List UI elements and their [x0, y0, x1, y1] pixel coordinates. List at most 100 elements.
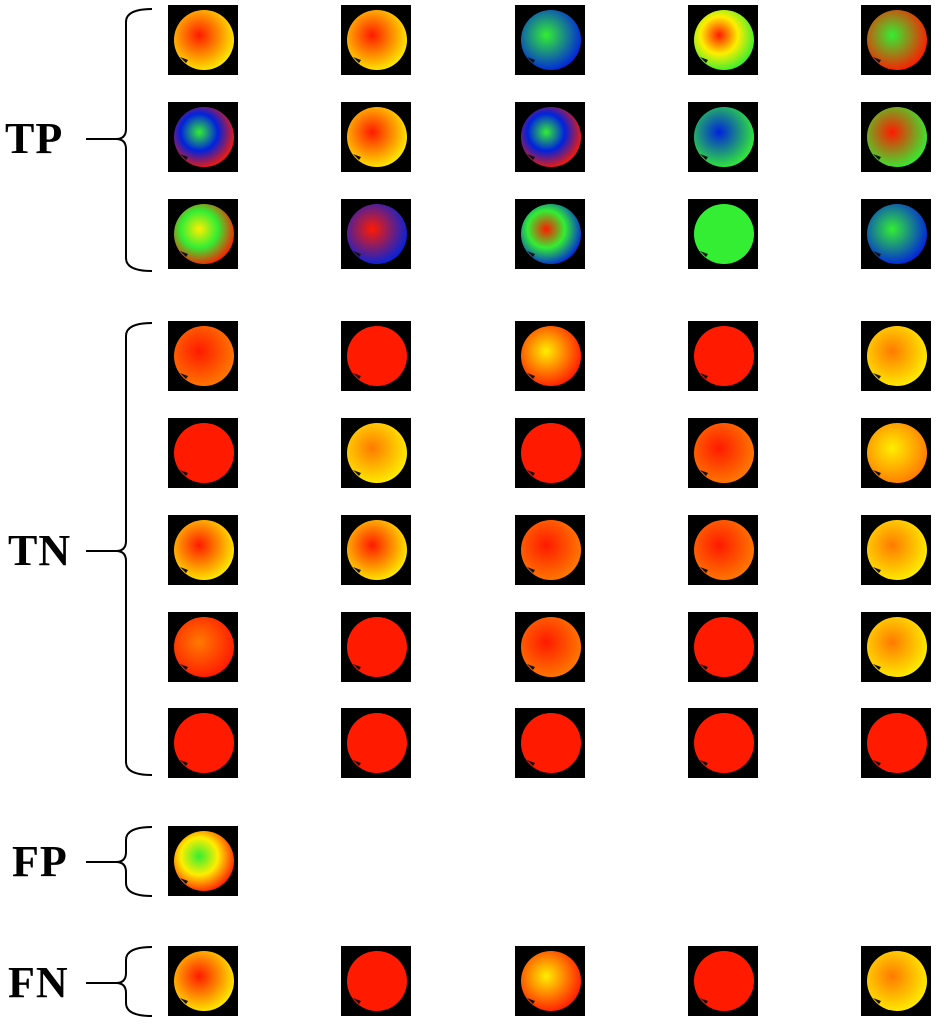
polar-disc	[174, 713, 234, 773]
polar-map-tp-r1-c3	[515, 5, 585, 75]
polar-map-tn-r5-c3	[515, 708, 585, 778]
polar-map-tp-r3-c2	[341, 199, 411, 269]
polar-map-fp-r1-c1	[168, 826, 238, 896]
polar-map-tp-r3-c1	[168, 199, 238, 269]
polar-disc	[174, 831, 234, 891]
polar-map-tn-r4-c2	[341, 612, 411, 682]
polar-map-tp-r1-c1	[168, 5, 238, 75]
polar-disc	[694, 423, 754, 483]
polar-map-tn-r2-c5	[861, 418, 931, 488]
polar-disc	[347, 713, 407, 773]
polar-disc	[521, 617, 581, 677]
polar-disc	[347, 326, 407, 386]
polar-map-fn-r1-c5	[861, 946, 931, 1016]
polar-map-tp-r2-c3	[515, 102, 585, 172]
group-bracket-fp	[86, 826, 153, 897]
polar-disc	[347, 10, 407, 70]
polar-map-fn-r1-c2	[341, 946, 411, 1016]
polar-disc	[174, 204, 234, 264]
polar-map-tn-r5-c1	[168, 708, 238, 778]
polar-disc	[694, 10, 754, 70]
polar-disc	[521, 107, 581, 167]
polar-disc	[347, 520, 407, 580]
polar-map-tn-r1-c3	[515, 321, 585, 391]
polar-disc	[867, 107, 927, 167]
polar-map-tn-r4-c5	[861, 612, 931, 682]
polar-disc	[174, 326, 234, 386]
polar-map-tn-r4-c3	[515, 612, 585, 682]
polar-disc	[867, 326, 927, 386]
polar-map-tp-r3-c5	[861, 199, 931, 269]
polar-map-fn-r1-c3	[515, 946, 585, 1016]
polar-map-tp-r2-c4	[688, 102, 758, 172]
polar-disc	[174, 951, 234, 1011]
polar-disc	[347, 951, 407, 1011]
polar-disc	[521, 713, 581, 773]
polar-disc	[521, 326, 581, 386]
polar-disc	[867, 520, 927, 580]
polar-disc	[694, 204, 754, 264]
group-label-tp: TP	[5, 114, 64, 163]
polar-disc	[694, 107, 754, 167]
polar-disc	[174, 10, 234, 70]
polar-map-tp-r2-c5	[861, 102, 931, 172]
polar-map-tp-r2-c1	[168, 102, 238, 172]
polar-disc	[521, 520, 581, 580]
polar-disc	[521, 10, 581, 70]
group-label-fn: FN	[8, 958, 69, 1007]
polar-map-tp-r3-c3	[515, 199, 585, 269]
polar-map-tp-r1-c5	[861, 5, 931, 75]
polar-disc	[347, 617, 407, 677]
polar-map-tn-r5-c5	[861, 708, 931, 778]
polar-map-tn-r3-c4	[688, 515, 758, 585]
polar-map-tn-r3-c2	[341, 515, 411, 585]
polar-map-tn-r1-c5	[861, 321, 931, 391]
group-label-fp: FP	[12, 837, 68, 886]
group-bracket-fn	[86, 946, 153, 1017]
polar-map-tn-r3-c5	[861, 515, 931, 585]
polar-disc	[174, 520, 234, 580]
polar-disc	[347, 423, 407, 483]
polar-map-fn-r1-c1	[168, 946, 238, 1016]
polar-disc	[174, 617, 234, 677]
polar-map-tn-r2-c3	[515, 418, 585, 488]
polar-disc	[694, 617, 754, 677]
polar-map-tn-r1-c1	[168, 321, 238, 391]
polar-map-tn-r5-c4	[688, 708, 758, 778]
polar-map-fn-r1-c4	[688, 946, 758, 1016]
polar-disc	[694, 520, 754, 580]
polar-map-tp-r3-c4	[688, 199, 758, 269]
polar-disc	[694, 951, 754, 1011]
polar-map-tn-r2-c1	[168, 418, 238, 488]
polar-map-tp-r1-c4	[688, 5, 758, 75]
polar-disc	[521, 204, 581, 264]
polar-map-tn-r1-c2	[341, 321, 411, 391]
polar-map-tn-r4-c4	[688, 612, 758, 682]
polar-map-tp-r1-c2	[341, 5, 411, 75]
group-label-tn: TN	[8, 526, 72, 575]
polar-disc	[867, 10, 927, 70]
polar-disc	[347, 204, 407, 264]
polar-disc	[521, 951, 581, 1011]
group-bracket-tp	[86, 8, 153, 272]
polar-disc	[694, 713, 754, 773]
polar-map-tn-r4-c1	[168, 612, 238, 682]
polar-map-tn-r2-c4	[688, 418, 758, 488]
polar-disc	[521, 423, 581, 483]
polar-disc	[694, 326, 754, 386]
polar-map-tn-r2-c2	[341, 418, 411, 488]
polar-disc	[174, 107, 234, 167]
polar-map-tn-r3-c1	[168, 515, 238, 585]
polar-disc	[867, 951, 927, 1011]
polar-disc	[867, 423, 927, 483]
polar-disc	[867, 617, 927, 677]
polar-disc	[867, 713, 927, 773]
polar-map-tn-r1-c4	[688, 321, 758, 391]
polar-map-tp-r2-c2	[341, 102, 411, 172]
polar-disc	[347, 107, 407, 167]
polar-disc	[867, 204, 927, 264]
polar-map-tn-r5-c2	[341, 708, 411, 778]
group-bracket-tn	[86, 322, 153, 776]
polar-disc	[174, 423, 234, 483]
polar-map-tn-r3-c3	[515, 515, 585, 585]
